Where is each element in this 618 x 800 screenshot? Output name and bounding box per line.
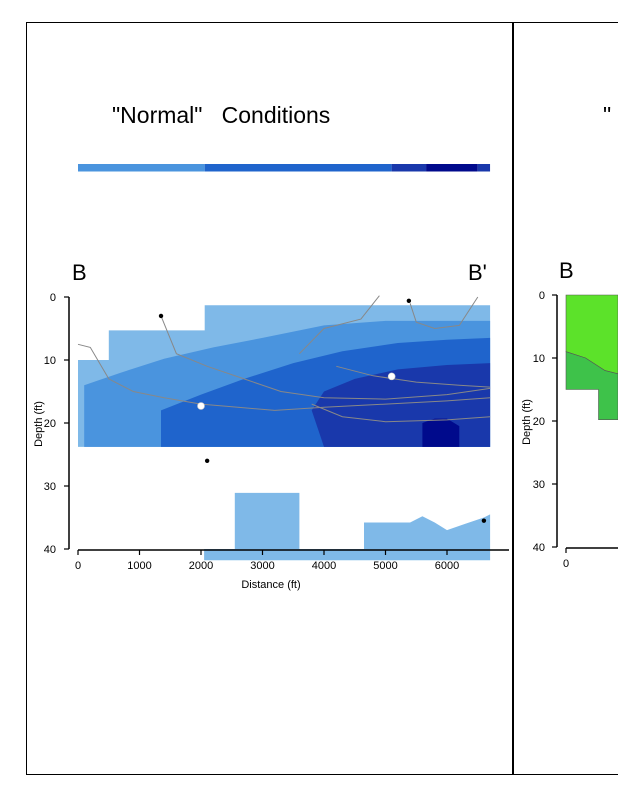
x-axis-title: Distance (ft)	[241, 579, 300, 591]
right-regions	[565, 294, 618, 421]
x-tick-label: 6000	[435, 560, 459, 572]
figure-frame	[26, 22, 618, 775]
region-navy-4	[422, 418, 460, 447]
x-tick-label: 0	[75, 560, 81, 572]
legend-swatch-3	[426, 164, 478, 172]
well-marker-0	[158, 313, 164, 319]
right-section-start-label: B	[559, 258, 574, 283]
right-panel-title-fragment: "	[603, 102, 612, 128]
section-end-label: B'	[468, 260, 487, 285]
well-marker-4	[204, 458, 210, 463]
legend-swatch-2	[391, 164, 427, 172]
region-light-5	[204, 492, 491, 561]
legend-swatch-0	[78, 164, 205, 172]
right-x-tick-label: 0	[563, 558, 569, 570]
y-tick-label: 0	[50, 292, 56, 304]
well-marker-3	[387, 372, 396, 381]
x-tick-label: 4000	[312, 560, 336, 572]
right-axes: 0 10 20 30 40 0 Depth (ft)	[521, 290, 618, 570]
contour-line-4	[311, 403, 491, 423]
legend-swatch-4	[477, 164, 491, 172]
y-tick-label: 10	[44, 355, 56, 367]
legend-swatch-1	[204, 164, 392, 172]
right-y-tick-label: 30	[533, 479, 545, 491]
contour-line-2	[299, 295, 380, 355]
x-tick-label: 5000	[373, 560, 397, 572]
contour-line-1	[160, 315, 491, 400]
left-regions	[78, 305, 491, 561]
left-markers	[158, 298, 487, 523]
left-axes: 0 10 20 30 40 0 1000 2000 3000 4000 5000 6000 Distan…	[33, 292, 509, 591]
left-panel-title: "Normal" Conditions	[112, 102, 331, 128]
right-y-axis-title: Depth (ft)	[521, 399, 533, 445]
right-y-tick-label: 10	[533, 353, 545, 365]
y-tick-label: 40	[44, 544, 56, 556]
x-tick-label: 2000	[189, 560, 213, 572]
contour-line-5	[336, 365, 491, 388]
panel-divider	[512, 22, 514, 775]
left-contours	[77, 295, 491, 423]
x-tick-label: 1000	[127, 560, 151, 572]
right-y-tick-label: 0	[539, 290, 545, 302]
contour-line-0	[77, 343, 491, 411]
y-axis-title: Depth (ft)	[33, 401, 45, 447]
x-tick-label: 3000	[250, 560, 274, 572]
right-region-green_dark	[565, 351, 618, 421]
right-y-tick-label: 40	[533, 542, 545, 554]
well-marker-5	[481, 518, 487, 523]
legend-color-bar	[78, 164, 491, 172]
well-marker-1	[406, 298, 412, 303]
contour-line-3	[409, 296, 479, 330]
right-y-tick-label: 20	[533, 416, 545, 428]
well-marker-2	[197, 402, 205, 410]
section-start-label: B	[72, 260, 87, 285]
y-tick-label: 30	[44, 481, 56, 493]
y-tick-label: 20	[44, 418, 56, 430]
